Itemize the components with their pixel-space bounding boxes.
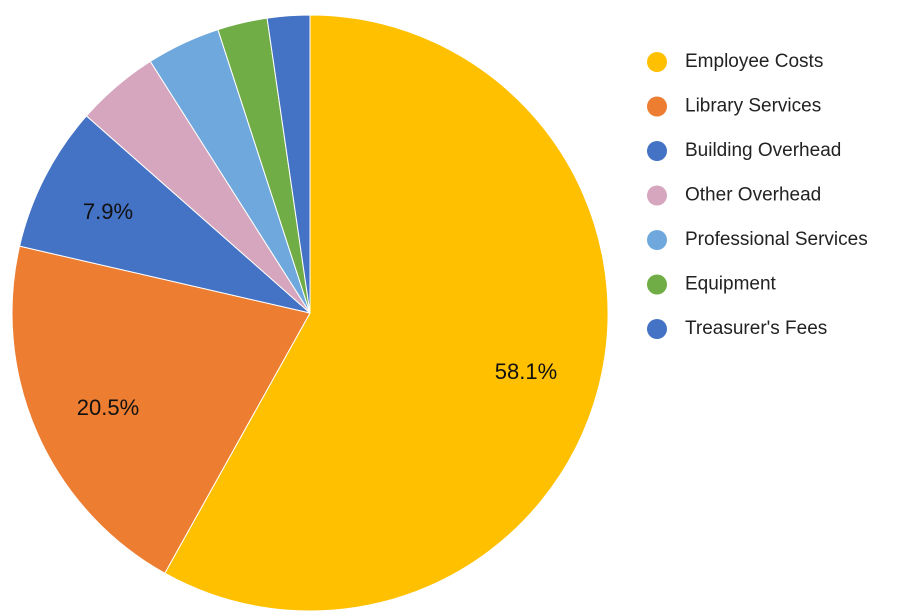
legend-item-equipment: Equipment	[647, 274, 777, 295]
pie-slice-labels: 58.1% 20.5% 7.9%	[77, 199, 557, 420]
data-label-library-services: 20.5%	[77, 395, 139, 420]
legend-item-library-services: Library Services	[647, 96, 821, 117]
pie-slice-building-overhead	[18, 115, 311, 314]
legend-marker-library-services	[647, 96, 667, 117]
legend-label-professional-services: Professional Services	[685, 229, 868, 250]
pie-slice-employee-costs	[164, 14, 609, 612]
legend-item-professional-services: Professional Services	[647, 229, 868, 250]
legend-label-building-overhead: Building Overhead	[685, 140, 841, 161]
pie-slices	[11, 14, 609, 612]
legend-item-treasurer-s-fees: Treasurer's Fees	[647, 318, 827, 339]
legend-marker-building-overhead	[647, 141, 667, 161]
data-label-employee-costs: 58.1%	[495, 359, 557, 384]
legend-item-other-overhead: Other Overhead	[647, 185, 821, 206]
legend-marker-employee-costs	[647, 52, 667, 72]
legend: Employee Costs Library Services Building O…	[647, 51, 868, 339]
data-label-building-overhead: 7.9%	[83, 199, 133, 224]
legend-label-treasurer-s-fees: Treasurer's Fees	[685, 318, 827, 339]
legend-marker-professional-services	[647, 230, 667, 250]
pie-slice-library-services	[11, 245, 311, 574]
legend-label-other-overhead: Other Overhead	[685, 185, 821, 206]
pie-slice-treasurer-s-fees	[266, 14, 311, 314]
legend-label-library-services: Library Services	[685, 96, 821, 117]
legend-marker-treasurer-s-fees	[647, 319, 667, 339]
legend-label-employee-costs: Employee Costs	[685, 51, 823, 72]
legend-item-building-overhead: Building Overhead	[647, 140, 841, 161]
legend-label-equipment: Equipment	[685, 274, 777, 295]
legend-marker-other-overhead	[647, 185, 667, 206]
legend-item-employee-costs: Employee Costs	[647, 51, 823, 72]
legend-marker-equipment	[647, 274, 667, 295]
